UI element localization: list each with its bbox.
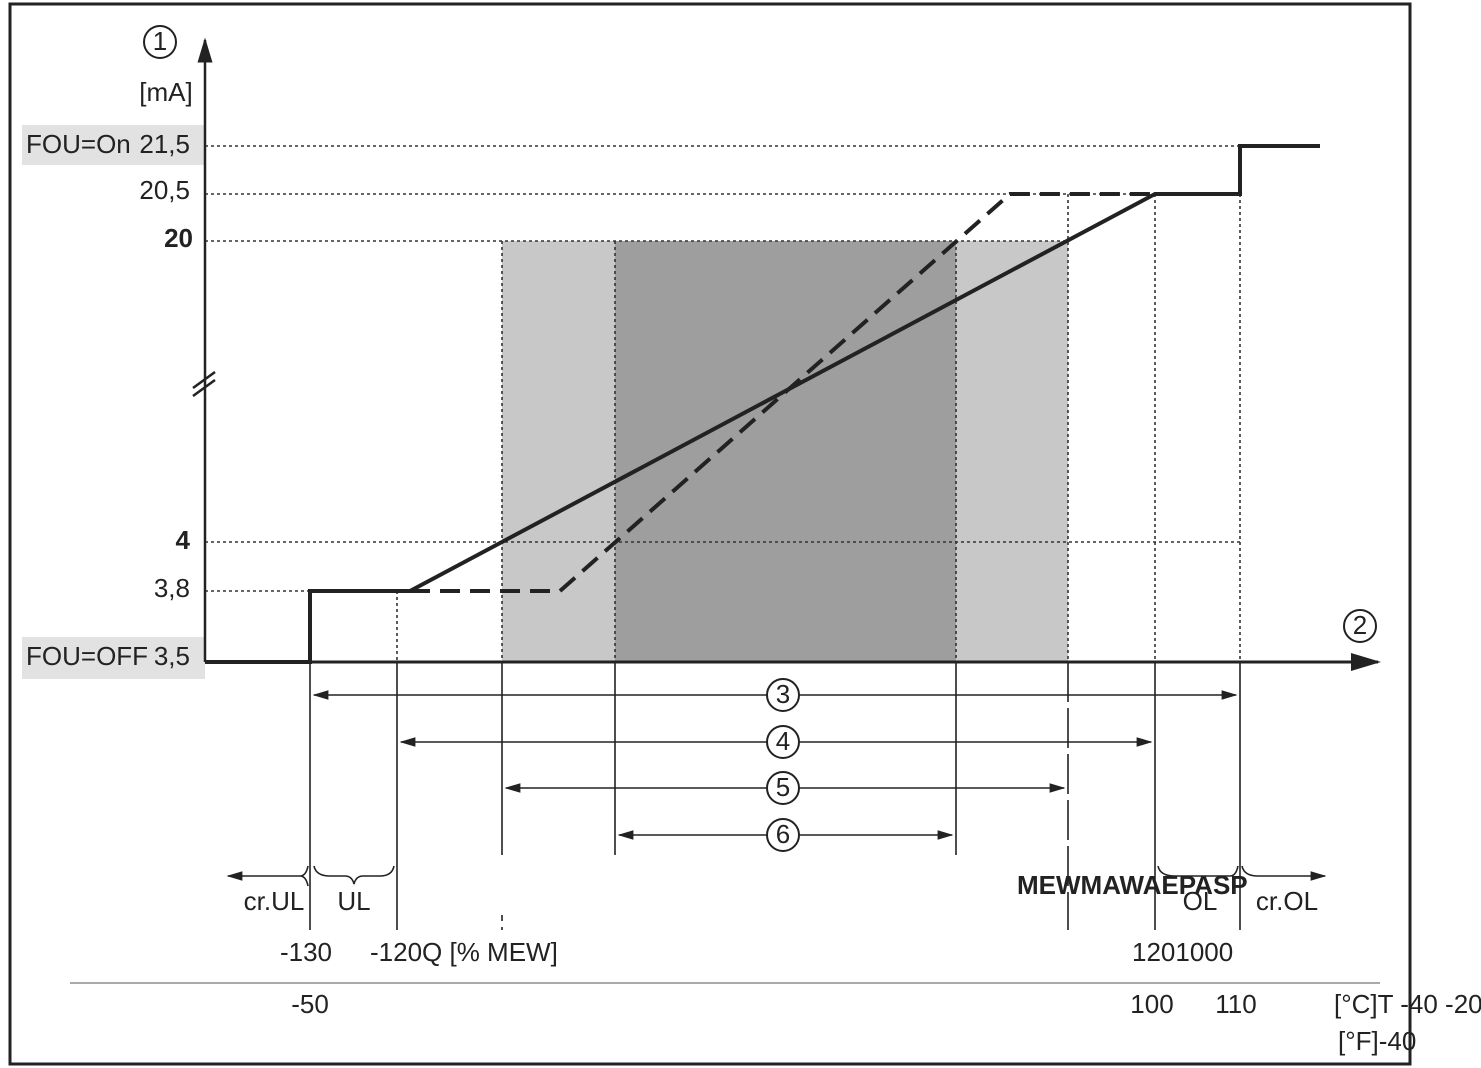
frame [8,2,1412,1066]
f-label: [°F]-40 [1338,1026,1416,1056]
zone-label: OL [1183,886,1218,916]
zone-label: cr.UL [244,886,305,916]
fou-on-bg [22,125,205,165]
axis-break [192,370,216,390]
q-label: -130 [280,937,332,967]
fou-off: FOU=OFF [26,641,148,671]
scaled-curve [410,192,1155,593]
q-label: -120Q [% MEW] [370,937,558,967]
output-curve [205,144,1320,664]
zone-dark [615,241,956,662]
y-label: 3,5 [154,641,190,671]
range-number: 5 [776,772,790,802]
overlay-label: MEWMAWAEPASP [1017,870,1248,900]
range-arrows [143,25,1377,852]
y-label: 20,5 [139,175,190,205]
fou-off-bg [22,637,205,679]
t-label: 100 [1130,989,1173,1019]
zone-label: cr.OL [1256,886,1318,916]
range-number: 4 [776,726,790,756]
y-label: 21,5 [139,129,190,159]
range-number: 3 [776,679,790,709]
y-marker: 1 [153,26,167,56]
fou-on: FOU=On [26,129,131,159]
zone-braces [228,866,1327,886]
range-number: 6 [776,819,790,849]
t-label: [°C]T -40 -20 [1334,989,1481,1019]
q-label: 1201000 [1132,937,1233,967]
t-label: -50 [291,989,329,1019]
y-label: 4 [176,525,191,555]
x-marker: 2 [1353,610,1367,640]
zone-label: UL [337,886,370,916]
y-unit: [mA] [139,77,192,107]
t-label: 110 [1215,989,1256,1019]
y-label: 3,8 [154,573,190,603]
axis-break [192,378,216,398]
y-label: 20 [164,223,193,253]
